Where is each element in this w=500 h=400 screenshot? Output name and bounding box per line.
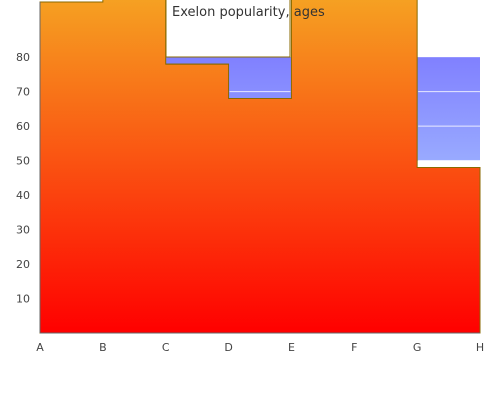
y-tick-label: 60 <box>16 120 30 133</box>
x-tick-label: B <box>99 341 107 354</box>
y-tick-label: 70 <box>16 86 30 99</box>
x-tick-label: H <box>476 341 484 354</box>
chart-title: Exelon popularity, ages <box>172 5 325 20</box>
x-tick-label: D <box>224 341 232 354</box>
x-tick-label: G <box>413 341 422 354</box>
x-tick-label: C <box>162 341 170 354</box>
x-tick-label: E <box>288 341 295 354</box>
y-tick-label: 10 <box>16 293 30 306</box>
x-tick-label: F <box>351 341 357 354</box>
x-tick-label: A <box>36 341 44 354</box>
y-tick-label: 30 <box>16 224 30 237</box>
y-tick-label: 50 <box>16 155 30 168</box>
title-box <box>165 0 291 58</box>
y-tick-label: 40 <box>16 189 30 202</box>
y-tick-label: 20 <box>16 258 30 271</box>
y-tick-label: 80 <box>16 51 30 64</box>
